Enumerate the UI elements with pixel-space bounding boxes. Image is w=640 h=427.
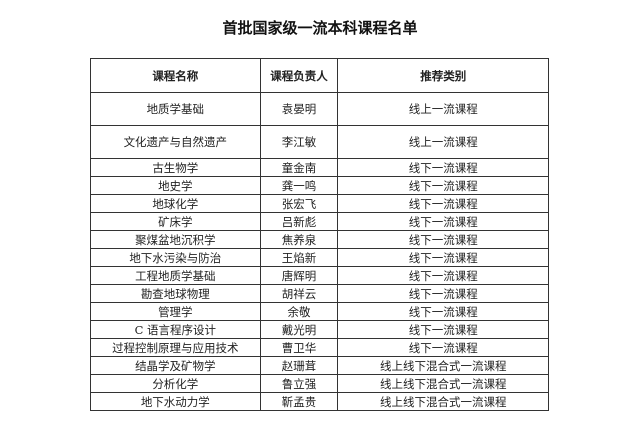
course-lead: 龚一鸣 [259, 176, 339, 195]
course-lead: 焦养泉 [259, 230, 339, 249]
table-row: 文化遗产与自然遗产 李江敏 线上一流课程 [90, 125, 549, 159]
course-name: 地质学基础 [90, 92, 261, 126]
course-name: 管理学 [90, 302, 261, 321]
course-category: 线上线下混合式一流课程 [337, 356, 549, 375]
course-lead: 童金南 [259, 158, 339, 177]
course-lead: 李江敏 [259, 125, 339, 159]
table-row: 地质学基础 袁晏明 线上一流课程 [90, 92, 549, 126]
course-table: 课程名称 课程负责人 推荐类别 地质学基础 袁晏明 线上一流课程 文化遗产与自然遗产李… [90, 58, 549, 411]
header-course-name: 课程名称 [90, 58, 261, 93]
course-name: 地下水污染与防治 [90, 248, 261, 267]
course-lead: 靳孟贵 [259, 392, 339, 411]
course-category: 线下一流课程 [337, 248, 549, 267]
course-lead: 赵珊茸 [259, 356, 339, 375]
table-row: 工程地质学基础 唐辉明 线下一流课程 [90, 266, 549, 285]
course-name: 过程控制原理与应用技术 [90, 338, 261, 357]
table-row: C 语言程序设计 戴光明 线下一流课程 [90, 320, 549, 339]
course-name: 结晶学及矿物学 [90, 356, 261, 375]
course-category: 线下一流课程 [337, 302, 549, 321]
table-row: 地下水污染与防治 王焰新 线下一流课程 [90, 248, 549, 267]
table-row: 结晶学及矿物学 赵珊茸 线上线下混合式一流课程 [90, 356, 549, 375]
course-lead: 戴光明 [259, 320, 339, 339]
table-row: 过程控制原理与应用技术 曹卫华 线下一流课程 [90, 338, 549, 357]
course-name: 地球化学 [90, 194, 261, 213]
course-category: 线上一流课程 [337, 92, 549, 126]
course-name: 聚煤盆地沉积学 [90, 230, 261, 249]
course-lead: 曹卫华 [259, 338, 339, 357]
course-category: 线下一流课程 [337, 338, 549, 357]
course-category: 线下一流课程 [337, 266, 549, 285]
course-name: 古生物学 [90, 158, 261, 177]
table-header: 课程名称 课程负责人 推荐类别 [90, 58, 549, 93]
course-lead: 袁晏明 [259, 92, 339, 126]
course-category: 线下一流课程 [337, 212, 549, 231]
course-name: C 语言程序设计 [90, 320, 261, 339]
course-category: 线下一流课程 [337, 158, 549, 177]
course-name: 工程地质学基础 [90, 266, 261, 285]
course-lead: 余敬 [259, 302, 339, 321]
table-row: 地球化学 张宏飞 线下一流课程 [90, 194, 549, 213]
course-name: 文化遗产与自然遗产 [90, 125, 261, 159]
course-name: 分析化学 [90, 374, 261, 393]
page-title: 首批国家级一流本科课程名单 [222, 19, 418, 37]
table-row: 管理学 余敬 线下一流课程 [90, 302, 549, 321]
course-lead: 吕新彪 [259, 212, 339, 231]
table-row: 地下水动力学 靳孟贵 线上线下混合式一流课程 [90, 392, 549, 411]
course-category: 线下一流课程 [337, 194, 549, 213]
table-row: 古生物学 童金南 线下一流课程 [90, 158, 549, 177]
course-name: 勘查地球物理 [90, 284, 261, 303]
table-row: 勘查地球物理 胡祥云 线下一流课程 [90, 284, 549, 303]
course-lead: 王焰新 [259, 248, 339, 267]
course-category: 线下一流课程 [337, 284, 549, 303]
table-row: 矿床学 吕新彪 线下一流课程 [90, 212, 549, 231]
course-name: 地史学 [90, 176, 261, 195]
header-lead: 课程负责人 [259, 58, 339, 93]
course-category: 线上线下混合式一流课程 [337, 392, 549, 411]
table-row: 地史学 龚一鸣 线下一流课程 [90, 176, 549, 195]
course-name: 地下水动力学 [90, 392, 261, 411]
course-category: 线下一流课程 [337, 176, 549, 195]
course-category: 线上线下混合式一流课程 [337, 374, 549, 393]
course-lead: 张宏飞 [259, 194, 339, 213]
course-category: 线下一流课程 [337, 230, 549, 249]
table-row: 聚煤盆地沉积学 焦养泉 线下一流课程 [90, 230, 549, 249]
course-category: 线下一流课程 [337, 320, 549, 339]
course-lead: 鲁立强 [259, 374, 339, 393]
course-lead: 胡祥云 [259, 284, 339, 303]
header-category: 推荐类别 [337, 58, 549, 93]
table-row: 分析化学 鲁立强 线上线下混合式一流课程 [90, 374, 549, 393]
course-category: 线上一流课程 [337, 125, 549, 159]
course-lead: 唐辉明 [259, 266, 339, 285]
course-name: 矿床学 [90, 212, 261, 231]
